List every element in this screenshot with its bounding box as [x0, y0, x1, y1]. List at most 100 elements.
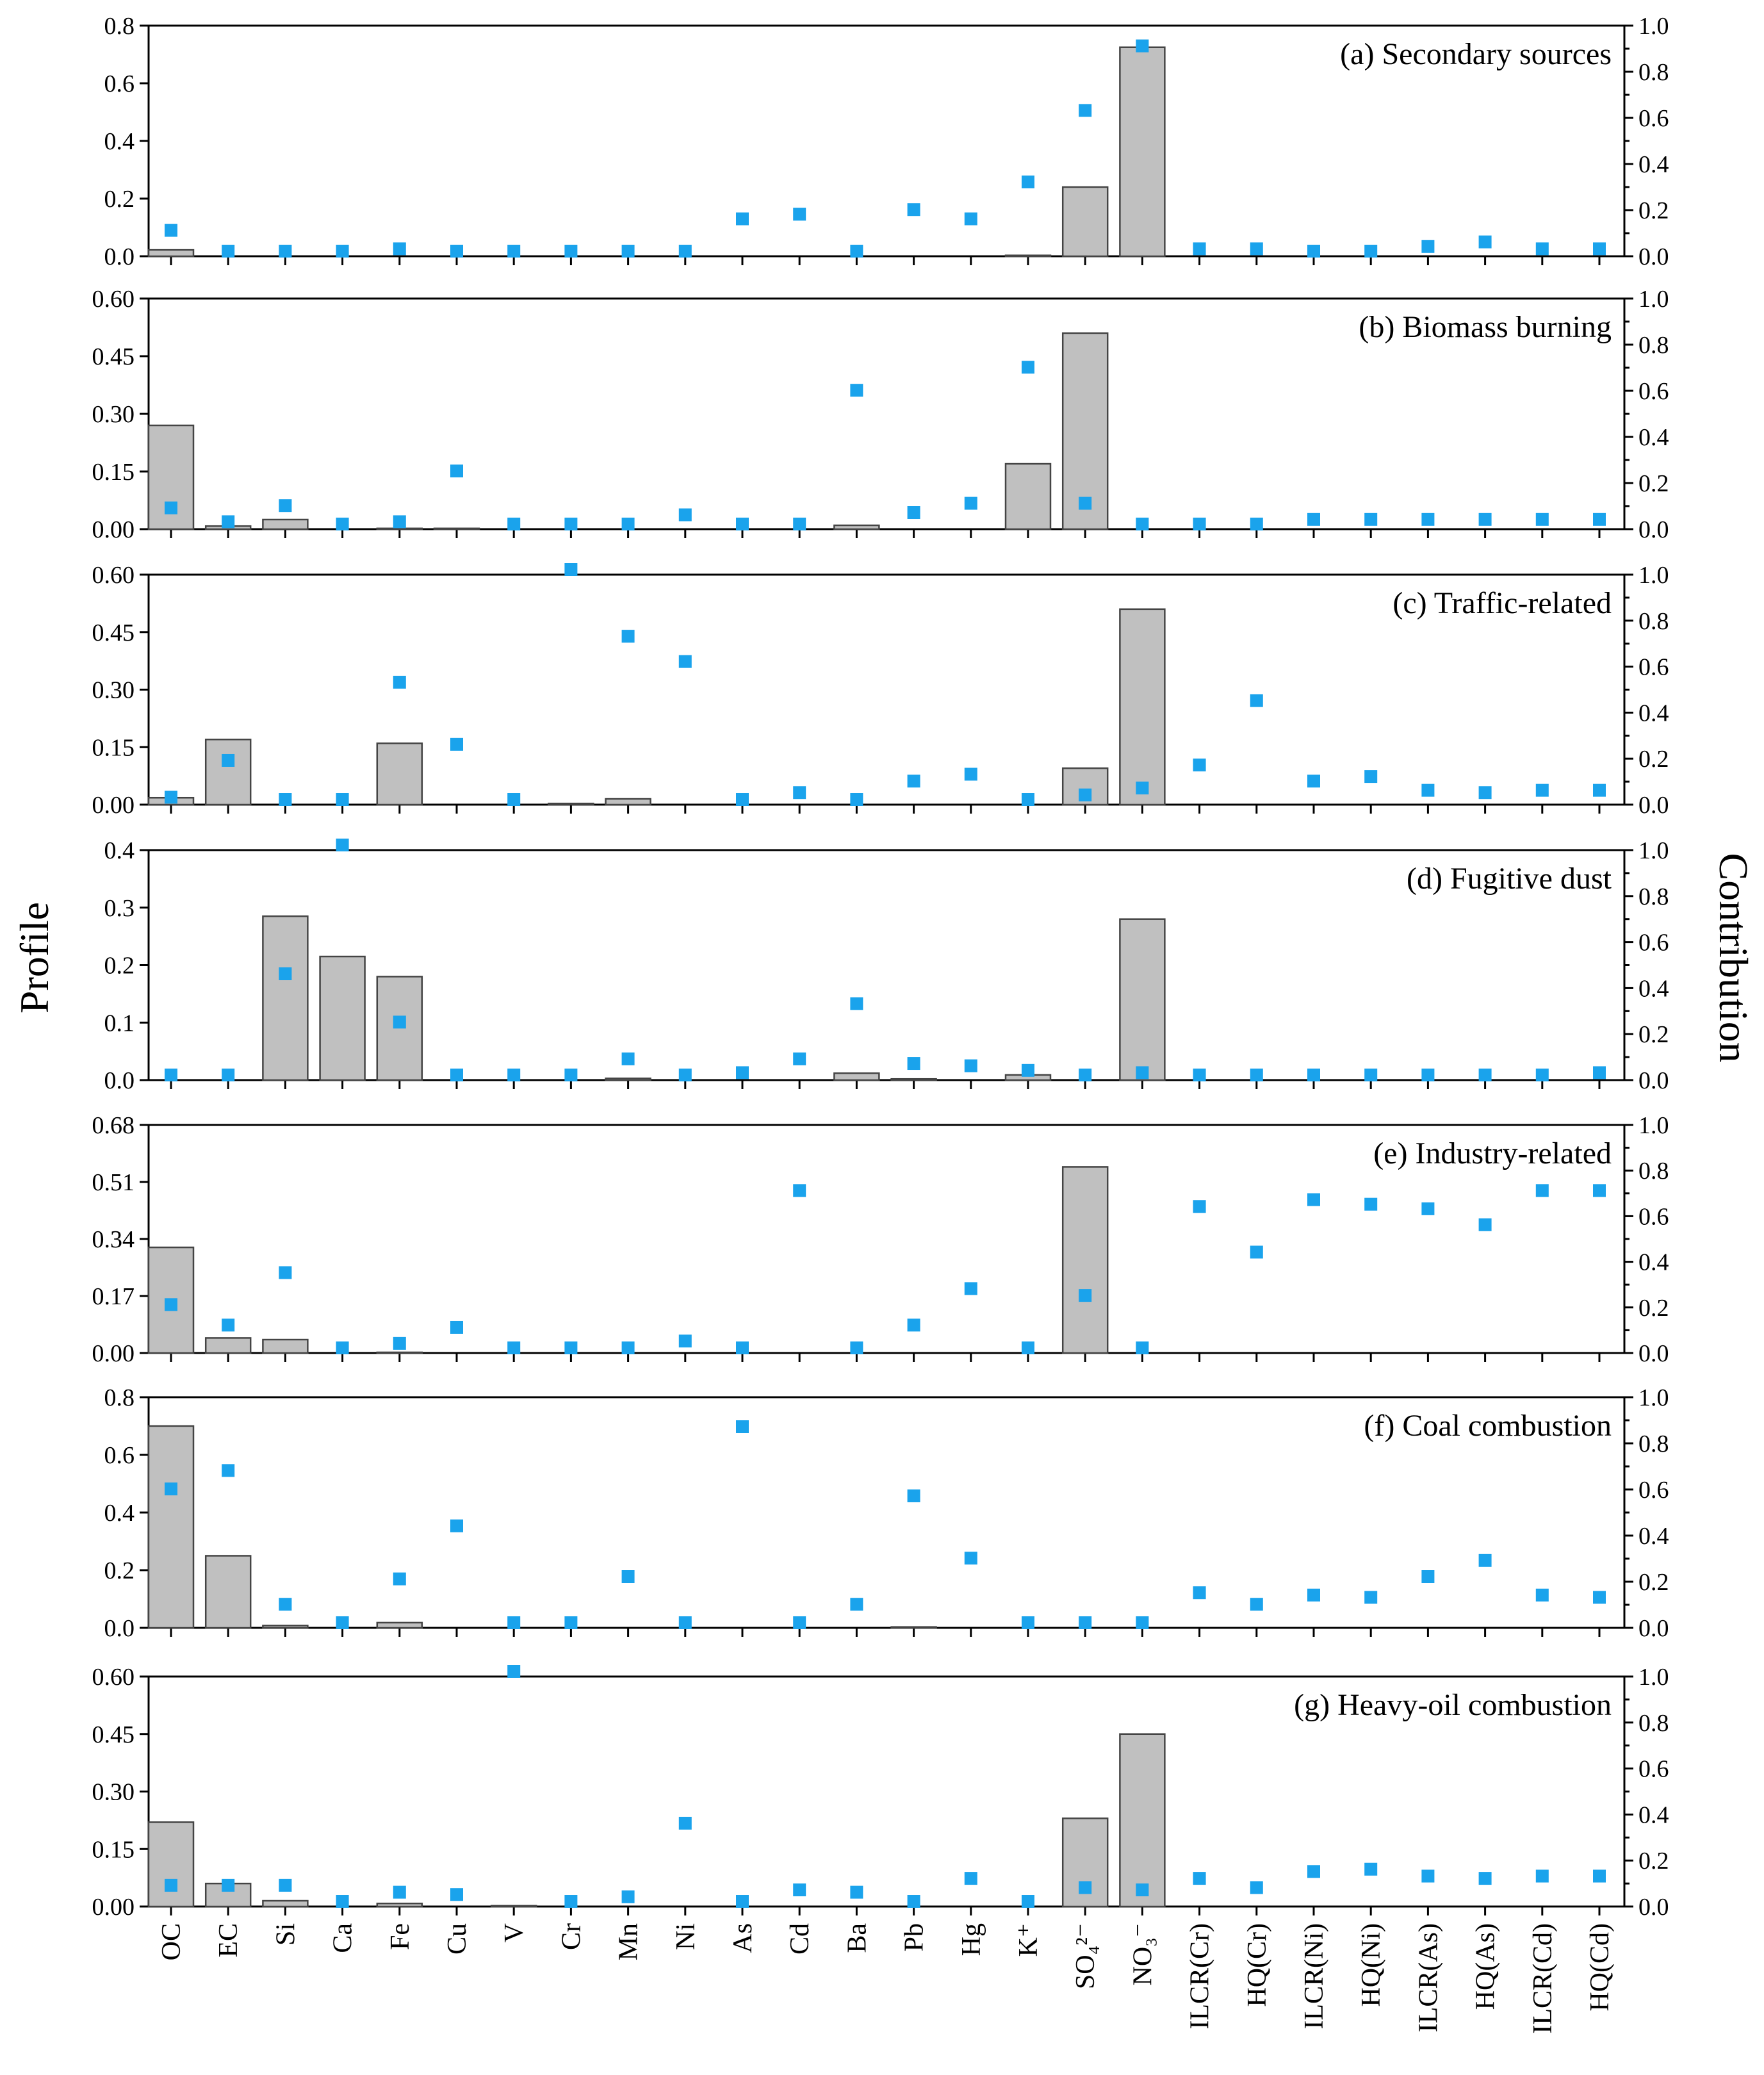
contribution-marker — [621, 1341, 635, 1354]
contribution-marker — [964, 1872, 977, 1885]
contribution-marker — [1535, 242, 1549, 256]
contribution-marker — [907, 1489, 920, 1502]
contribution-marker — [336, 245, 349, 258]
right-tick-label: 0.2 — [1638, 1021, 1669, 1048]
panels: 0.0 0.2 0.4 0.6 0.8 0.0 0.2 0.4 0.6 0.8 1.0 (a) Sec… — [92, 13, 1669, 1921]
profile-bar — [147, 1425, 195, 1629]
left-tick-label: 0.30 — [92, 401, 135, 428]
right-tick-label: 0.8 — [1638, 883, 1669, 910]
profile-bar — [1061, 332, 1109, 530]
contribution-marker — [850, 1341, 863, 1354]
contribution-marker — [1535, 513, 1549, 526]
contribution-marker — [279, 245, 292, 258]
contribution-marker — [222, 515, 235, 529]
contribution-marker — [1136, 1341, 1149, 1354]
contribution-marker — [1535, 1184, 1549, 1197]
contribution-marker — [507, 245, 521, 258]
left-tick-label: 0.8 — [104, 13, 135, 40]
contribution-marker — [222, 245, 235, 258]
right-tick-label: 1.0 — [1638, 1664, 1669, 1691]
contribution-marker — [850, 793, 863, 806]
contribution-marker — [964, 496, 977, 510]
left-tick-label: 0.34 — [92, 1226, 135, 1253]
contribution-marker — [1364, 770, 1378, 783]
x-category-label: ILCR(As) — [1414, 1923, 1443, 2032]
contribution-marker — [1478, 235, 1492, 249]
contribution-marker — [964, 212, 977, 226]
right-tick-label: 1.0 — [1638, 562, 1669, 589]
left-tick-label: 0.2 — [104, 186, 135, 213]
right-tick-label: 0.4 — [1638, 424, 1669, 451]
profile-bar — [433, 527, 480, 530]
right-tick-label: 0.2 — [1638, 1848, 1669, 1874]
contribution-marker — [1136, 1883, 1149, 1897]
left-tick-label: 0.3 — [104, 895, 135, 922]
contribution-marker — [1250, 1069, 1263, 1081]
contribution-marker — [1421, 783, 1435, 797]
contribution-marker — [222, 1069, 235, 1081]
contribution-marker — [507, 518, 521, 530]
contribution-marker — [1421, 240, 1435, 253]
profile-bar — [1119, 918, 1166, 1081]
right-tick-label: 0.6 — [1638, 105, 1669, 132]
panel-title: (g) Heavy-oil combustion — [1294, 1688, 1612, 1722]
left-tick-label: 0.68 — [92, 1112, 135, 1139]
left-tick-label: 0.2 — [104, 953, 135, 980]
contribution-marker — [1307, 1865, 1320, 1878]
contribution-marker — [678, 508, 692, 521]
x-category-label: Pb — [900, 1923, 929, 1951]
contribution-marker — [1535, 783, 1549, 797]
contribution-marker — [564, 518, 578, 530]
profile-bar — [147, 249, 195, 258]
x-category-label: K⁺ — [1014, 1923, 1043, 1957]
contribution-marker — [678, 245, 692, 258]
profile-bar — [1061, 186, 1109, 258]
contribution-marker — [964, 1552, 977, 1565]
right-tick-label: 0.6 — [1638, 654, 1669, 681]
right-tick-label: 0.0 — [1638, 1894, 1669, 1921]
contribution-marker — [850, 997, 863, 1010]
contribution-marker — [1079, 104, 1092, 117]
x-category-label: Cr — [557, 1923, 586, 1950]
contribution-marker — [1593, 513, 1606, 526]
contribution-marker — [1022, 1895, 1034, 1908]
contribution-marker — [222, 1878, 235, 1892]
y-axis-title-contribution: Contribution — [1711, 853, 1756, 1062]
panel: 0.00 0.15 0.30 0.45 0.60 0.0 0.2 0.4 0.6 0.8 1.0 (c… — [92, 562, 1669, 819]
contribution-marker — [393, 1885, 406, 1899]
contribution-marker — [165, 791, 177, 804]
contribution-marker — [678, 1069, 692, 1081]
contribution-marker — [964, 1282, 977, 1295]
x-category-label: HQ(Cr) — [1243, 1923, 1272, 2007]
right-tick-label: 0.2 — [1638, 746, 1669, 773]
contribution-marker — [850, 384, 863, 397]
x-category-label: HQ(Ni) — [1357, 1923, 1386, 2007]
profile-bar — [147, 1821, 195, 1908]
x-category-label: Hg — [957, 1923, 986, 1956]
contribution-marker — [336, 1895, 349, 1908]
left-tick-label: 0.60 — [92, 562, 135, 589]
contribution-marker — [1307, 775, 1320, 788]
profile-bar — [605, 1078, 651, 1081]
contribution-marker — [336, 793, 349, 806]
contribution-marker — [507, 793, 521, 806]
contribution-marker — [964, 767, 977, 781]
x-category-label: Cd — [785, 1923, 815, 1955]
x-category-labels: OC EC Si Ca Fe Cu V Cr Mn Ni As Cd Ba Pb Hg K⁺ SO₄²⁻ NO₃⁻… — [157, 1923, 1615, 2034]
panel: 0.0 0.1 0.2 0.3 0.4 0.0 0.2 0.4 0.6 0.8 1.0 (d) Fug… — [104, 837, 1669, 1094]
contribution-marker — [736, 1066, 749, 1079]
contribution-marker — [907, 1318, 920, 1332]
x-category-label: ILCR(Ni) — [1300, 1923, 1329, 2030]
left-tick-label: 0.45 — [92, 1721, 135, 1748]
left-tick-label: 0.51 — [92, 1169, 135, 1196]
panel-title: (a) Secondary sources — [1340, 37, 1612, 71]
contribution-marker — [393, 1015, 406, 1029]
profile-bar — [833, 524, 880, 530]
contribution-marker — [1136, 518, 1149, 530]
contribution-marker — [1250, 694, 1263, 707]
profile-bar — [1004, 463, 1052, 530]
contribution-marker — [450, 1519, 463, 1532]
right-tick-label: 0.0 — [1638, 792, 1669, 819]
contribution-marker — [336, 518, 349, 530]
x-category-label: NO₃⁻ — [1128, 1923, 1157, 1985]
